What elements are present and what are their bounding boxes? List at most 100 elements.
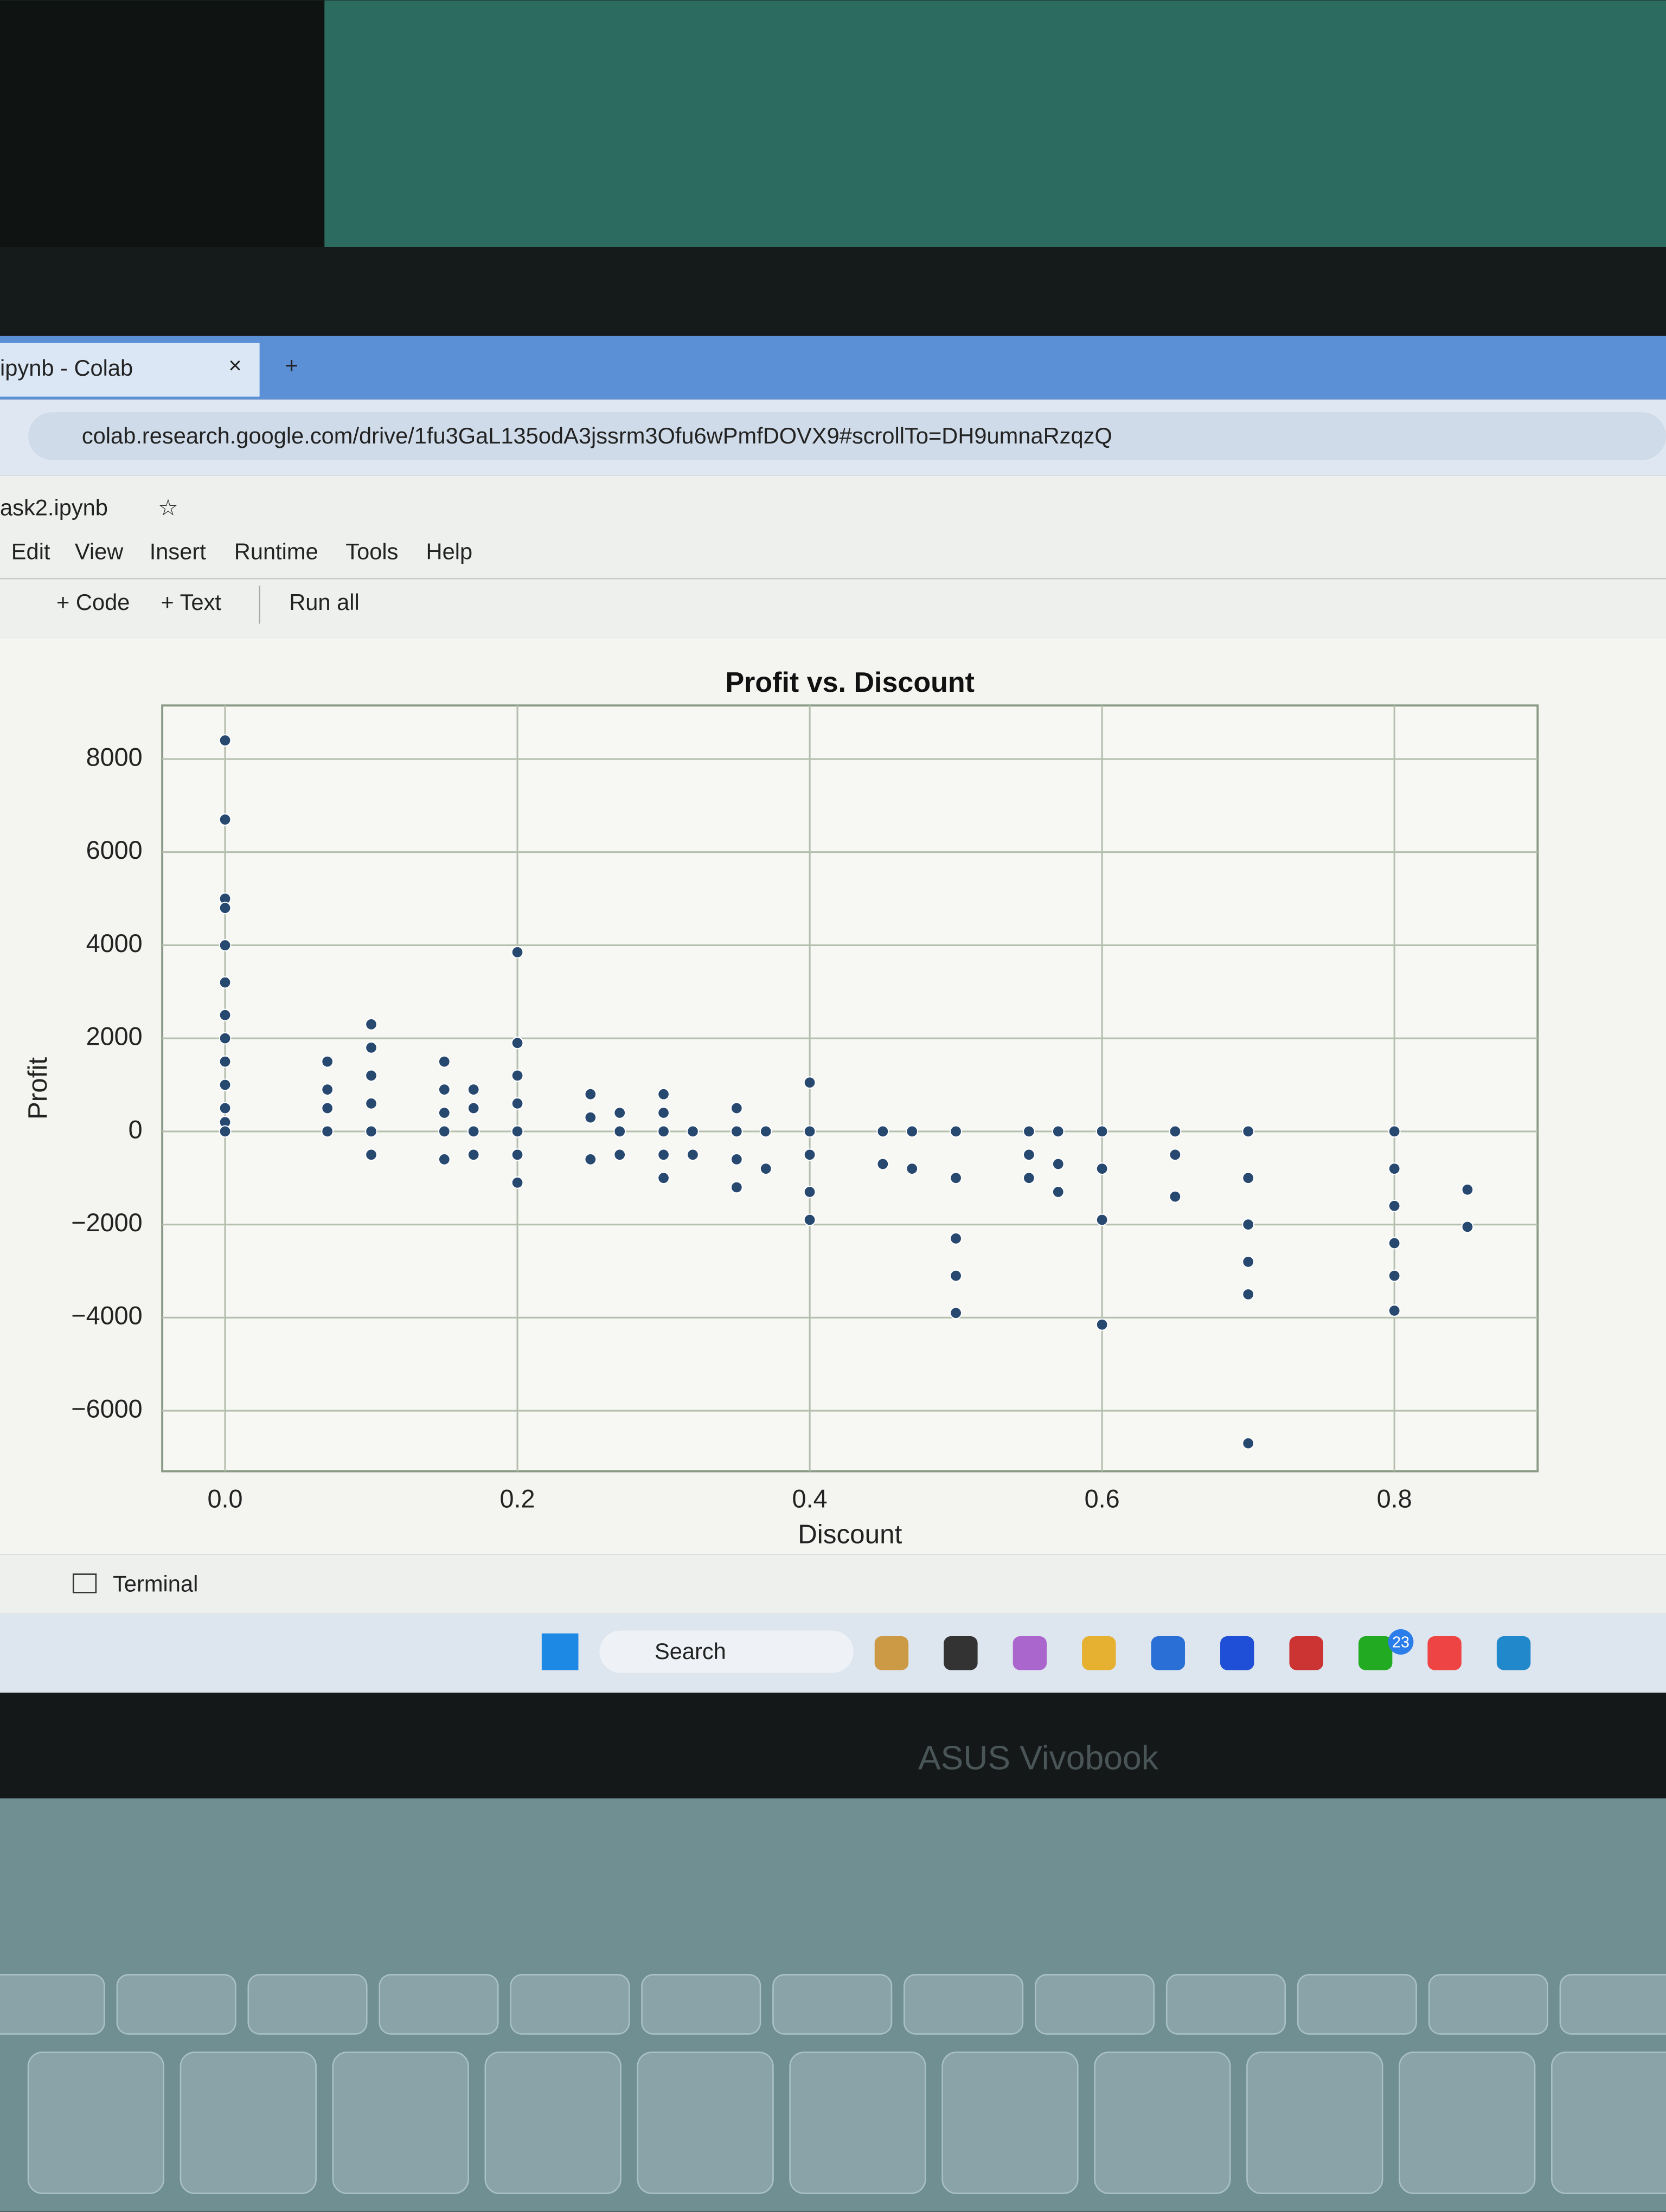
point [759, 1125, 772, 1138]
menu-item[interactable]: View [75, 538, 124, 564]
point [1095, 1318, 1108, 1331]
point [1242, 1218, 1255, 1231]
point [511, 946, 524, 959]
menu-item[interactable]: Tools [345, 538, 398, 564]
address-bar[interactable] [28, 412, 1666, 460]
taskbar-app[interactable] [1358, 1636, 1393, 1670]
key [904, 1974, 1024, 2035]
y-tick-label: 6000 [86, 836, 143, 864]
taskbar-app[interactable] [1082, 1636, 1116, 1670]
point [803, 1213, 816, 1226]
taskbar-app[interactable] [1220, 1636, 1254, 1670]
point [1095, 1125, 1108, 1138]
point [321, 1083, 334, 1096]
x-axis-label: Discount [798, 1519, 902, 1549]
y-tick-label: −2000 [71, 1208, 142, 1237]
menu-item[interactable]: Help [426, 538, 473, 564]
point [438, 1153, 451, 1166]
point [730, 1153, 743, 1166]
point [730, 1102, 743, 1115]
taskbar-app[interactable] [1013, 1636, 1047, 1670]
close-icon[interactable]: × [228, 352, 241, 378]
point [511, 1176, 524, 1189]
y-axis-label: Profit [23, 1057, 53, 1120]
point [365, 1125, 377, 1138]
point [1461, 1183, 1474, 1196]
key [641, 1974, 761, 2035]
key [772, 1974, 893, 2035]
point [584, 1088, 597, 1101]
point [219, 1008, 232, 1021]
url[interactable]: colab.research.google.com/drive/1fu3GaL1… [82, 423, 1112, 448]
point [584, 1153, 597, 1166]
notebook-name[interactable]: ask2.ipynb [0, 495, 108, 520]
point [511, 1125, 524, 1138]
menu-item[interactable]: Edit [11, 538, 50, 564]
point [438, 1125, 451, 1138]
point [511, 1069, 524, 1082]
toolbar-button[interactable]: + Code [56, 589, 130, 615]
point [365, 1097, 377, 1110]
colab-header [0, 475, 1666, 638]
point [730, 1181, 743, 1194]
point [1242, 1255, 1255, 1268]
point [1022, 1172, 1035, 1185]
point [803, 1125, 816, 1138]
status-bar [0, 1554, 1666, 1614]
point [365, 1018, 377, 1031]
point [687, 1125, 699, 1138]
start-button[interactable] [541, 1633, 579, 1670]
key [484, 2052, 621, 2194]
key [941, 2052, 1079, 2194]
point [219, 902, 232, 915]
taskbar-app[interactable] [874, 1636, 909, 1670]
taskbar-app[interactable] [944, 1636, 978, 1670]
point [613, 1125, 626, 1138]
terminal-icon[interactable] [72, 1573, 97, 1593]
taskbar-app[interactable] [1427, 1636, 1462, 1670]
star-icon[interactable]: ☆ [158, 495, 178, 520]
point [950, 1172, 963, 1185]
point [219, 1032, 232, 1045]
toolbar-button[interactable]: + Text [161, 589, 222, 615]
point [1169, 1125, 1182, 1138]
key [1399, 2052, 1536, 2194]
point [467, 1125, 480, 1138]
menu-item[interactable]: Runtime [234, 538, 318, 564]
y-tick-label: 4000 [86, 929, 143, 957]
tab[interactable] [0, 343, 260, 397]
key [1297, 1974, 1417, 2035]
taskbar-app[interactable] [1151, 1636, 1185, 1670]
menu-item[interactable]: Insert [150, 538, 207, 564]
point [219, 813, 232, 826]
taskbar-app[interactable] [1496, 1636, 1531, 1670]
key [789, 2052, 926, 2194]
point [657, 1125, 670, 1138]
point [219, 1055, 232, 1068]
new-tab[interactable]: + [285, 352, 298, 378]
key [247, 1974, 368, 2035]
point [1169, 1148, 1182, 1161]
taskbar-app[interactable] [1289, 1636, 1323, 1670]
point [1242, 1437, 1255, 1450]
search-box[interactable] [599, 1630, 854, 1673]
terminal[interactable]: Terminal [113, 1571, 198, 1596]
point [1242, 1172, 1255, 1185]
point [803, 1076, 816, 1089]
point [803, 1186, 816, 1198]
point [687, 1148, 699, 1161]
point [613, 1148, 626, 1161]
tab-title[interactable]: ipynb - Colab [0, 355, 133, 381]
x-tick-label: 0.4 [792, 1485, 828, 1513]
point [613, 1107, 626, 1120]
toolbar-button[interactable]: Run all [289, 589, 360, 615]
point [1052, 1125, 1065, 1138]
search-text[interactable]: Search [655, 1638, 726, 1664]
point [876, 1158, 889, 1171]
point [219, 976, 232, 989]
key [1559, 1974, 1666, 2035]
point [467, 1148, 480, 1161]
x-tick-label: 0.2 [500, 1485, 535, 1513]
point [657, 1088, 670, 1101]
